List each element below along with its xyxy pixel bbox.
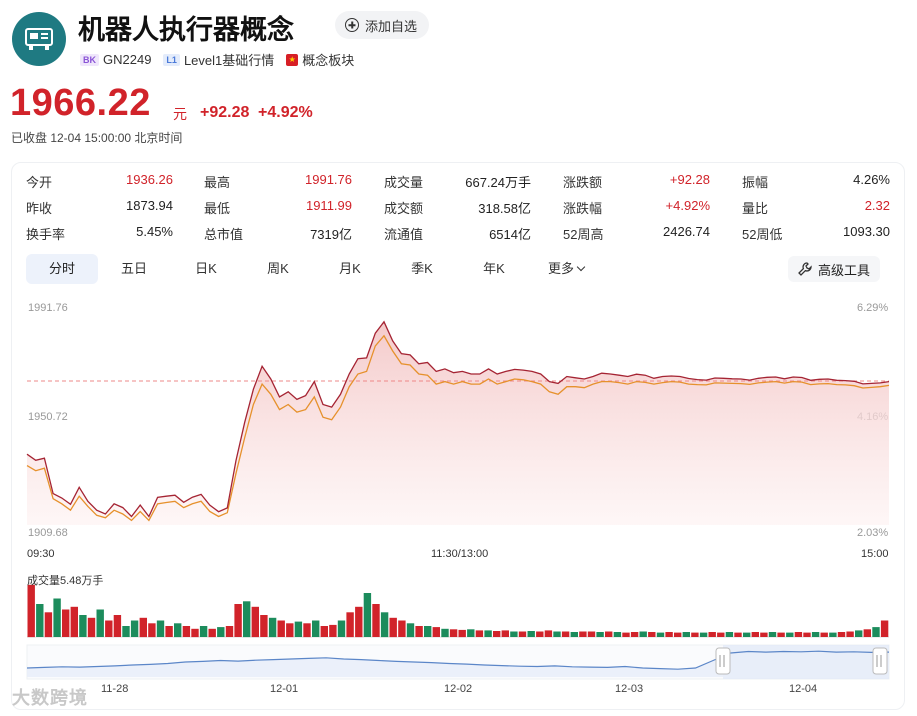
stat-label: 换手率 bbox=[26, 227, 66, 242]
price-change: +92.28 bbox=[200, 104, 250, 121]
stat-value: +4.92% bbox=[665, 198, 710, 213]
stat-label: 流通值 bbox=[384, 227, 424, 242]
bk-icon: BK bbox=[80, 53, 99, 66]
chevron-down-icon bbox=[576, 262, 586, 272]
add-favorite-label: 添加自选 bbox=[365, 18, 418, 34]
stat-value: 1093.30 bbox=[843, 224, 890, 239]
stat-value: 318.58亿 bbox=[478, 201, 531, 216]
stat-value: 1873.94 bbox=[126, 198, 173, 213]
stat-label: 昨收 bbox=[26, 201, 53, 216]
nav-date-3: 12-02 bbox=[444, 683, 473, 695]
market-status: 已收盘 12-04 15:00:00 北京时间 bbox=[11, 131, 183, 145]
stat-label: 今开 bbox=[26, 175, 53, 190]
stat-value: 4.26% bbox=[853, 172, 890, 187]
stats-row: 昨收 1873.94 最低 1911.99 成交额 318.58亿 涨跌幅 +4.92% 量比 2… bbox=[26, 198, 890, 218]
nav-date-1: 11-28 bbox=[101, 683, 129, 695]
stat-label: 总市值 bbox=[204, 227, 244, 242]
advanced-tools-label: 高级工具 bbox=[818, 262, 871, 278]
sector-logo bbox=[12, 12, 66, 66]
tab-more[interactable]: 更多 bbox=[530, 254, 602, 284]
nav-date-2: 12-01 bbox=[270, 683, 299, 695]
advanced-tools-button[interactable]: 高级工具 bbox=[788, 256, 881, 282]
watermark-logo: 大数跨境 bbox=[12, 688, 88, 708]
plus-icon bbox=[345, 18, 359, 32]
tab-monthly-k[interactable]: 月K bbox=[339, 261, 361, 276]
stat-label: 振幅 bbox=[742, 175, 769, 190]
tab-yearly-k[interactable]: 年K bbox=[483, 261, 505, 276]
stat-value: 1936.26 bbox=[126, 172, 173, 187]
stat-value: 1991.76 bbox=[305, 172, 352, 187]
tab-intraday[interactable]: 分时 bbox=[26, 254, 98, 284]
stat-label: 量比 bbox=[742, 201, 769, 216]
current-price: 1966.22 bbox=[10, 82, 151, 124]
tag-code-label: GN2249 bbox=[103, 52, 152, 67]
price-change-percent: +4.92% bbox=[258, 104, 313, 121]
robot-machine-icon bbox=[25, 28, 53, 50]
l1-icon: L1 bbox=[163, 53, 180, 66]
stat-value: 6514亿 bbox=[489, 227, 531, 242]
stat-label: 52周高 bbox=[563, 227, 604, 242]
stat-label: 涨跌幅 bbox=[563, 201, 603, 216]
tools-icon bbox=[798, 262, 812, 276]
volume-label: 成交量5.48万手 bbox=[27, 575, 104, 587]
nav-date-4: 12-03 bbox=[615, 683, 644, 695]
y-tick-right-bottom: 2.03% bbox=[857, 527, 889, 539]
x-tick-close: 15:00 bbox=[861, 548, 889, 560]
add-favorite-button[interactable]: 添加自选 bbox=[335, 11, 430, 39]
stat-label: 52周低 bbox=[742, 227, 783, 242]
page-title: 机器人执行器概念 bbox=[78, 15, 294, 45]
stats-row: 今开 1936.26 最高 1991.76 成交量 667.24万手 涨跌额 +92.28 振幅… bbox=[26, 172, 890, 192]
y-tick-left-top: 1991.76 bbox=[28, 302, 68, 314]
stat-label: 成交额 bbox=[384, 201, 424, 216]
stat-value: 5.45% bbox=[136, 224, 173, 239]
tag-list: BK GN2249 L1 Level1基础行情 ★ 概念板块 bbox=[80, 50, 354, 69]
tab-daily-k[interactable]: 日K bbox=[195, 261, 217, 276]
quote-panel bbox=[11, 162, 905, 710]
stat-label: 涨跌额 bbox=[563, 175, 603, 190]
price-unit: 元 bbox=[173, 106, 187, 122]
tag-concept-label: 概念板块 bbox=[302, 53, 355, 68]
china-flag-icon: ★ bbox=[286, 53, 299, 66]
x-tick-midday: 11:30/13:00 bbox=[431, 548, 489, 560]
tag-code: BK GN2249 bbox=[80, 52, 151, 67]
y-tick-left-mid: 1950.72 bbox=[28, 411, 68, 423]
stat-value: 1911.99 bbox=[305, 198, 352, 213]
tag-concept[interactable]: ★ 概念板块 bbox=[286, 50, 354, 69]
stat-value: 667.24万手 bbox=[465, 175, 531, 190]
y-tick-right-mid: 4.16% bbox=[857, 411, 889, 423]
tab-five-day[interactable]: 五日 bbox=[120, 261, 147, 276]
stat-value: 2426.74 bbox=[663, 224, 710, 239]
stat-label: 最低 bbox=[204, 201, 231, 216]
tab-weekly-k[interactable]: 周K bbox=[267, 261, 289, 276]
tab-quarterly-k[interactable]: 季K bbox=[411, 261, 433, 276]
tag-level1[interactable]: L1 Level1基础行情 bbox=[163, 50, 274, 69]
stat-value: 7319亿 bbox=[310, 227, 352, 242]
nav-date-5: 12-04 bbox=[789, 683, 818, 695]
stat-label: 最高 bbox=[204, 175, 231, 190]
tag-level1-label: Level1基础行情 bbox=[183, 53, 275, 68]
y-tick-right-top: 6.29% bbox=[857, 302, 889, 314]
stats-row: 换手率 5.45% 总市值 7319亿 流通值 6514亿 52周高 2426.74 52周低 1… bbox=[26, 224, 890, 244]
stat-label: 成交量 bbox=[384, 175, 424, 190]
period-tabs: 分时 五日 日K 周K 月K 季K 年K 更多 bbox=[26, 254, 602, 284]
stat-value: 2.32 bbox=[864, 198, 890, 213]
x-tick-open: 09:30 bbox=[27, 548, 55, 560]
y-tick-left-bottom: 1909.68 bbox=[28, 527, 68, 539]
stat-value: +92.28 bbox=[669, 172, 710, 187]
tab-more-label: 更多 bbox=[547, 261, 574, 276]
